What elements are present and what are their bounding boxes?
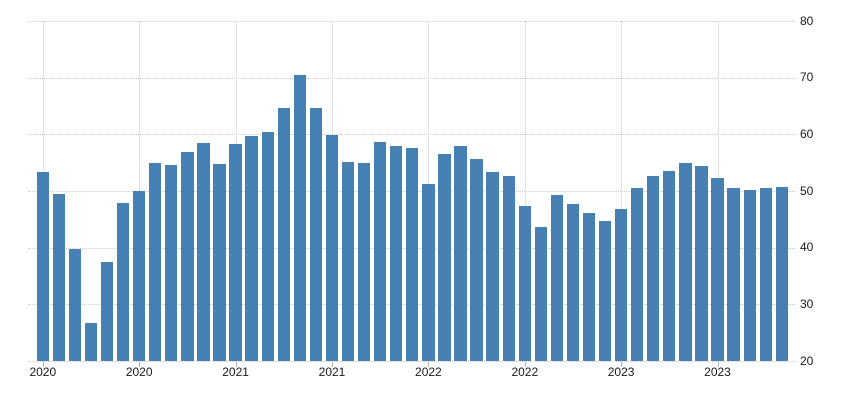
x-axis-tick-label: 2022 <box>415 365 442 379</box>
bar[interactable] <box>293 75 306 361</box>
x-axis-tick-mark <box>139 362 141 367</box>
x-axis-tick-mark <box>524 362 526 367</box>
horizontal-gridline <box>28 21 795 22</box>
bar[interactable] <box>149 162 162 361</box>
y-axis-tick-label: 20 <box>800 353 814 368</box>
x-axis-tick-mark <box>42 362 44 367</box>
y-axis-tick-label: 60 <box>800 126 814 141</box>
bar[interactable] <box>695 166 708 361</box>
bar[interactable] <box>614 209 628 361</box>
bar[interactable] <box>325 134 339 361</box>
bar[interactable] <box>52 194 66 361</box>
x-axis-tick-label: 2020 <box>29 365 57 379</box>
bar[interactable] <box>582 212 596 361</box>
bar[interactable] <box>133 191 146 361</box>
bar[interactable] <box>165 164 178 361</box>
x-axis-tick-mark <box>621 362 623 367</box>
bar[interactable] <box>36 171 49 361</box>
bar[interactable] <box>438 154 451 361</box>
bar[interactable] <box>775 186 788 361</box>
horizontal-gridline <box>28 77 795 79</box>
bar[interactable] <box>277 107 290 361</box>
bar[interactable] <box>261 132 274 361</box>
bar[interactable] <box>309 108 323 361</box>
x-axis-tick-label: 2021 <box>318 365 346 379</box>
y-axis-tick-label: 80 <box>800 13 814 28</box>
bar[interactable] <box>647 176 660 361</box>
bar[interactable] <box>711 178 724 361</box>
bar[interactable] <box>566 203 580 361</box>
bar[interactable] <box>341 162 355 361</box>
x-axis-tick-mark <box>717 362 719 367</box>
bar[interactable] <box>116 202 130 361</box>
horizontal-gridline <box>28 361 795 362</box>
bar[interactable] <box>181 151 194 361</box>
bar[interactable] <box>518 206 531 361</box>
bar[interactable] <box>534 226 547 361</box>
bar[interactable] <box>502 175 515 361</box>
bar[interactable] <box>213 163 226 361</box>
bar[interactable] <box>550 195 564 361</box>
bar[interactable] <box>197 143 210 361</box>
bar[interactable] <box>422 184 435 361</box>
bar[interactable] <box>663 170 676 361</box>
x-axis-tick-mark <box>428 362 430 367</box>
x-axis-tick-label: 2021 <box>222 365 249 379</box>
bar[interactable] <box>406 147 419 361</box>
bar[interactable] <box>631 187 644 361</box>
y-axis-tick-label: 40 <box>800 240 814 255</box>
bar[interactable] <box>100 261 114 361</box>
horizontal-gridline <box>28 134 795 136</box>
bar[interactable] <box>598 221 612 361</box>
x-axis-tick-label: 2023 <box>704 365 731 379</box>
y-axis-tick-label: 30 <box>800 296 814 311</box>
bar[interactable] <box>486 171 499 361</box>
y-axis-tick-label: 50 <box>800 183 814 198</box>
bar[interactable] <box>245 135 258 361</box>
bar[interactable] <box>68 248 82 361</box>
bar[interactable] <box>743 190 756 361</box>
bar[interactable] <box>679 163 692 361</box>
bar[interactable] <box>229 144 242 361</box>
x-axis-tick-label: 2023 <box>607 365 635 379</box>
x-axis-tick-label: 2020 <box>125 365 153 379</box>
bar[interactable] <box>470 159 483 361</box>
x-axis-tick-mark <box>332 362 333 367</box>
bar[interactable] <box>374 141 387 361</box>
y-axis-tick-label: 70 <box>800 70 814 85</box>
x-axis-tick-mark <box>235 362 237 367</box>
bar[interactable] <box>357 163 371 361</box>
bar[interactable] <box>759 187 772 361</box>
bar[interactable] <box>727 188 740 361</box>
x-axis-tick-label: 2022 <box>511 365 539 379</box>
bar[interactable] <box>84 323 98 361</box>
bar[interactable] <box>454 145 467 361</box>
bar[interactable] <box>390 145 403 361</box>
